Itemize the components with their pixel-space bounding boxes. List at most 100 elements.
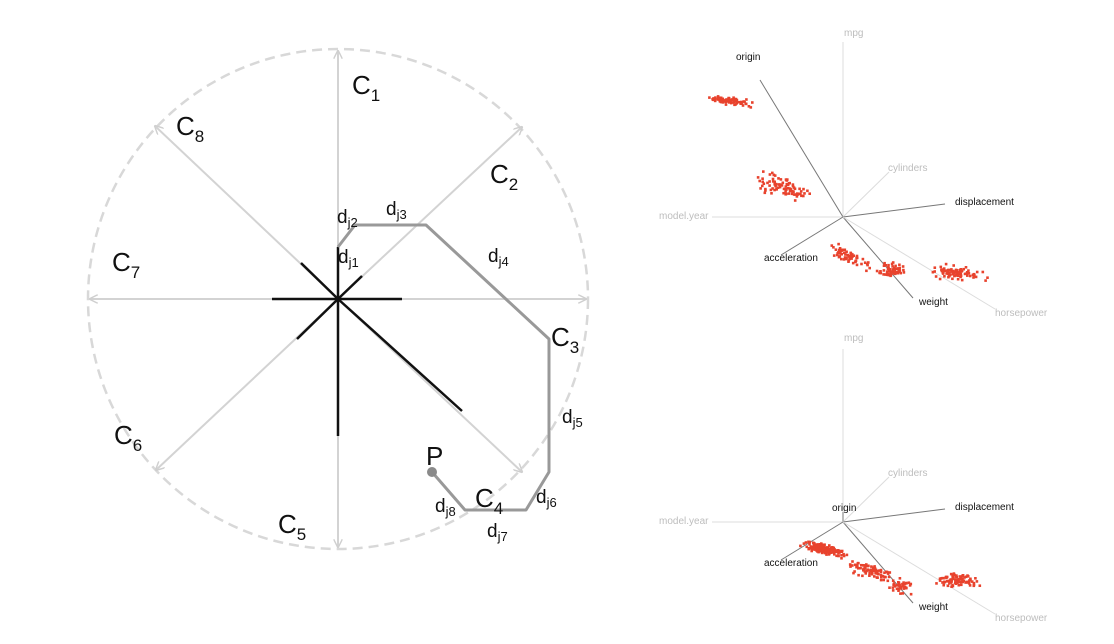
scatter-point	[834, 248, 838, 251]
scatter-point	[953, 573, 956, 577]
scatter-point	[850, 255, 854, 258]
scatter-point	[879, 568, 883, 572]
scatter-point	[973, 274, 976, 277]
scatter-point	[878, 569, 881, 572]
scatter-point	[895, 267, 898, 270]
scatter-point	[854, 259, 858, 262]
scatter-point	[871, 569, 875, 572]
scatter-point	[881, 574, 885, 578]
axis-cylinders	[842, 171, 890, 218]
scatter-point	[737, 100, 741, 104]
scatter-point	[873, 568, 876, 572]
scatter-point	[941, 581, 944, 584]
scatter-point	[768, 173, 772, 176]
scatter-point	[886, 579, 890, 583]
scatter-point	[967, 269, 970, 272]
scatter-point	[941, 269, 945, 273]
scatter-point	[758, 179, 761, 183]
scatter-point	[838, 247, 842, 250]
scatter-point	[768, 184, 771, 187]
anchor-label-c3: C3	[551, 322, 579, 357]
scatter-point	[770, 192, 773, 195]
scatter-point	[786, 183, 790, 187]
scatter-point	[847, 260, 850, 263]
scatter-point	[942, 267, 946, 270]
scatter-point	[773, 180, 776, 184]
scatter-point	[793, 187, 797, 191]
scatter-point	[967, 272, 971, 275]
scatter-point	[771, 177, 775, 181]
scatter-point	[952, 572, 956, 575]
scatter-point	[887, 575, 891, 579]
scatter-point	[819, 545, 823, 549]
scatter-point	[837, 549, 840, 552]
scatter-point	[802, 194, 805, 198]
bottom-projection: mpg origin cylinders displacement model.…	[659, 333, 1048, 624]
scatter-point	[942, 581, 946, 584]
scatter-point	[799, 544, 802, 548]
scatter-point	[773, 188, 776, 192]
scatter-point	[898, 584, 901, 587]
scatter-point	[788, 181, 791, 185]
scatter-point	[957, 274, 960, 277]
scatter-point	[863, 261, 867, 264]
scatter-point	[784, 178, 788, 181]
scatter-point	[896, 584, 899, 587]
scatter-point	[901, 582, 904, 586]
scatter-point	[808, 540, 812, 544]
scatter-point	[731, 101, 735, 104]
scatter-point	[898, 266, 901, 270]
scatter-point	[735, 102, 738, 105]
scatter-point	[787, 192, 791, 195]
scatter-point	[945, 575, 948, 579]
scatter-point	[968, 584, 972, 587]
star-glyph	[272, 247, 463, 436]
scatter-point	[732, 96, 735, 99]
scatter-point	[899, 587, 903, 590]
distance-label-dj1: dj1	[338, 247, 359, 270]
scatter-point	[777, 177, 780, 180]
scatter-point	[875, 269, 879, 273]
scatter-point	[817, 544, 820, 548]
scatter-point	[850, 257, 853, 260]
scatter-point	[889, 268, 892, 271]
scatter-point	[882, 273, 885, 276]
scatter-point	[788, 189, 792, 193]
scatter-point	[962, 267, 965, 271]
scatter-point	[891, 261, 895, 264]
scatter-point	[791, 183, 795, 186]
scatter-point	[899, 592, 902, 595]
scatter-point	[951, 577, 955, 581]
scatter-point	[875, 576, 879, 579]
scatter-point	[859, 566, 862, 570]
scatter-point	[838, 251, 842, 254]
scatter-point	[941, 272, 945, 275]
scatter-point	[862, 564, 866, 567]
scatter-point	[821, 543, 824, 547]
scatter-point	[942, 583, 945, 587]
scatter-point	[879, 578, 883, 582]
scatter-point	[901, 265, 905, 268]
scatter-point	[968, 579, 971, 582]
scatter-point	[714, 96, 717, 99]
scatter-point	[860, 262, 863, 266]
scatter-point	[950, 578, 953, 582]
scatter-point	[743, 100, 746, 104]
scatter-point	[829, 546, 832, 549]
scatter-point	[957, 578, 961, 581]
scatter-point	[784, 190, 787, 193]
scatter-point	[823, 551, 827, 555]
axis-origin	[759, 79, 844, 218]
scatter-point	[780, 184, 784, 187]
scatter-point	[955, 272, 959, 276]
scatter-point	[775, 187, 778, 191]
scatter-point	[853, 563, 857, 567]
scatter-point	[789, 188, 793, 191]
scatter-point	[954, 268, 958, 272]
scatter-point	[825, 553, 828, 556]
scatter-point	[759, 187, 762, 190]
scatter-point	[969, 577, 972, 581]
scatter-point	[885, 270, 889, 273]
scatter-point	[960, 269, 963, 273]
scatter-point	[861, 574, 864, 578]
